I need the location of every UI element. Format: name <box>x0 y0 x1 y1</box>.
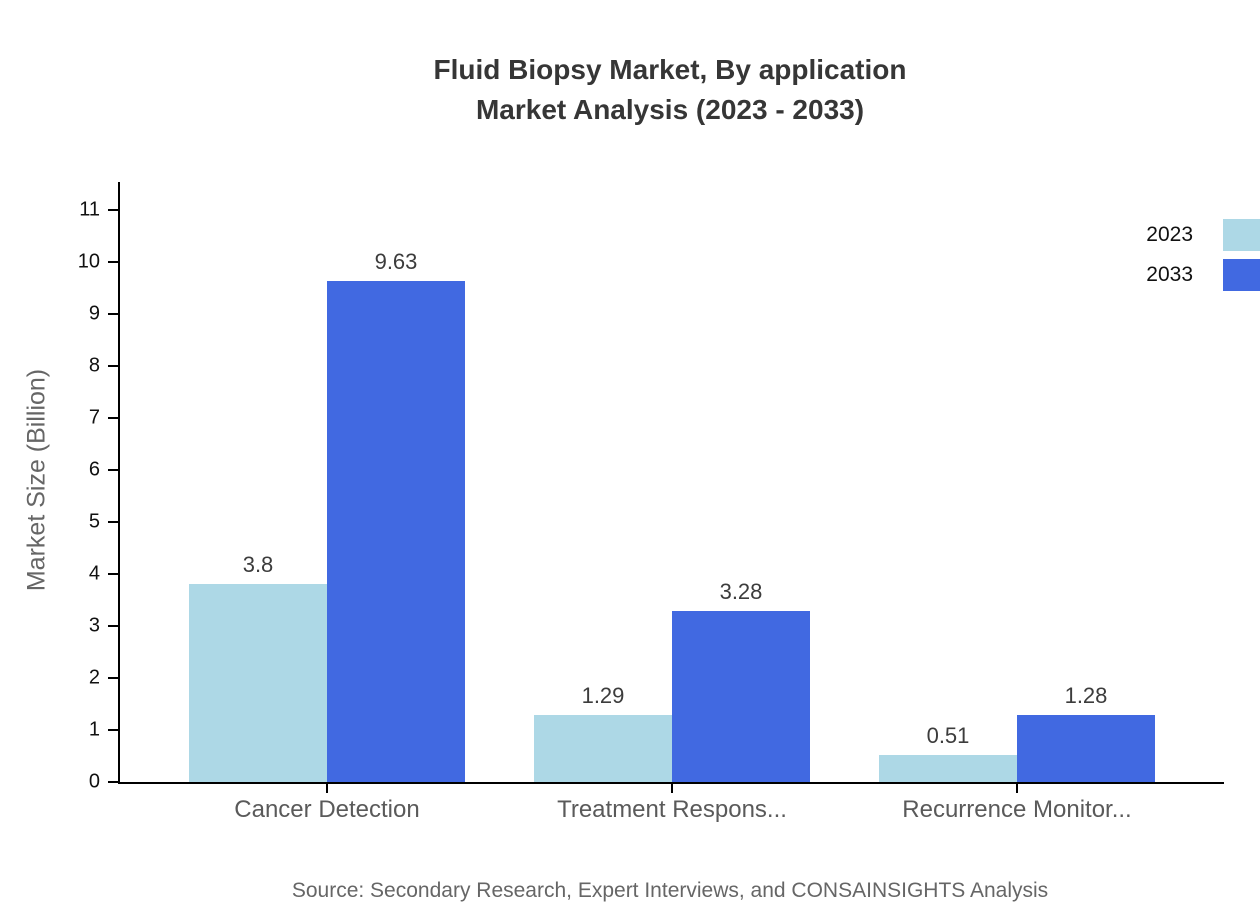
x-axis-tick <box>671 784 673 793</box>
plot-area: 3.8 9.63 Cancer Detection 1.29 3.28 Treatment… <box>78 182 1224 823</box>
y-axis-tick-label: 0 <box>88 770 100 793</box>
y-axis-tick <box>108 781 118 783</box>
chart-title-line1: Fluid Biopsy Market, By application <box>433 54 907 85</box>
chart-title-line2: Market Analysis (2023 - 2033) <box>475 94 865 125</box>
y-axis-tick <box>108 313 118 315</box>
value-label: 3.28 <box>719 579 763 605</box>
y-axis-tick-label: 5 <box>88 510 100 533</box>
y-axis-tick-label: 11 <box>79 198 100 221</box>
y-axis-tick <box>108 677 118 679</box>
y-axis-tick <box>108 209 118 211</box>
source-attribution: Source: Secondary Research, Expert Inter… <box>291 879 1049 902</box>
x-axis-tick <box>326 784 328 793</box>
y-axis-tick-label: 9 <box>88 302 100 325</box>
bar-group: 0.51 1.28 Recurrence Monitor... <box>879 182 1155 823</box>
y-axis-tick-label: 10 <box>77 250 100 273</box>
y-axis-tick-label: 1 <box>88 718 100 741</box>
legend-swatch-2023 <box>1223 219 1260 251</box>
bar-wrap-2033: 9.63 <box>327 249 465 782</box>
x-axis-tick <box>1016 784 1018 793</box>
chart-title: Fluid Biopsy Market, By application Mark… <box>118 50 1222 130</box>
bar-groups: 3.8 9.63 Cancer Detection 1.29 3.28 Treatment… <box>120 182 1224 823</box>
bar-2023 <box>879 755 1017 782</box>
value-label: 1.29 <box>581 682 625 708</box>
bar-wrap-2023: 0.51 <box>879 723 1017 782</box>
y-axis-tick <box>108 625 118 627</box>
legend-item-2033: 2033 <box>1146 259 1260 291</box>
y-axis-tick <box>108 573 118 575</box>
bar-group: 3.8 9.63 Cancer Detection <box>189 182 465 823</box>
legend-item-2023: 2023 <box>1146 219 1260 251</box>
value-label: 9.63 <box>374 249 418 275</box>
y-axis-tick <box>108 469 118 471</box>
bar-2033 <box>327 281 465 782</box>
value-label: 0.51 <box>926 723 970 749</box>
y-axis-tick-label: 8 <box>88 354 100 377</box>
value-label: 3.8 <box>242 552 274 578</box>
y-axis-tick <box>108 365 118 367</box>
bar-2023 <box>189 584 327 782</box>
y-axis-tick <box>108 521 118 523</box>
x-axis-category-label: Recurrence Monitor... <box>902 796 1132 823</box>
y-axis-tick-label: 3 <box>88 614 100 637</box>
bar-wrap-2033: 3.28 <box>672 579 810 782</box>
bar-2033 <box>672 611 810 782</box>
bar-wrap-2023: 1.29 <box>534 683 672 782</box>
y-axis-tick <box>108 261 118 263</box>
y-axis-title: Market Size (Billion) <box>22 368 51 592</box>
legend-swatch-2033 <box>1223 259 1260 291</box>
x-axis-category-label: Treatment Respons... <box>557 796 787 823</box>
y-axis-tick-label: 2 <box>88 666 100 689</box>
x-axis-category-label: Cancer Detection <box>234 796 420 823</box>
y-axis-tick <box>108 729 118 731</box>
y-axis-tick-label: 7 <box>88 406 100 429</box>
bar-wrap-2023: 3.8 <box>189 552 327 782</box>
legend: 2023 2033 <box>1146 219 1260 299</box>
y-axis-tick-label: 6 <box>88 458 100 481</box>
bar-2033 <box>1017 715 1155 782</box>
bar-2023 <box>534 714 672 782</box>
y-axis-tick <box>108 417 118 419</box>
y-axis-tick-label: 4 <box>88 562 100 585</box>
bar-group: 1.29 3.28 Treatment Respons... <box>534 182 810 823</box>
legend-label-2023: 2023 <box>1146 223 1193 246</box>
bar-wrap-2033: 1.28 <box>1017 683 1155 782</box>
legend-label-2033: 2033 <box>1146 263 1193 286</box>
value-label: 1.28 <box>1064 683 1108 709</box>
